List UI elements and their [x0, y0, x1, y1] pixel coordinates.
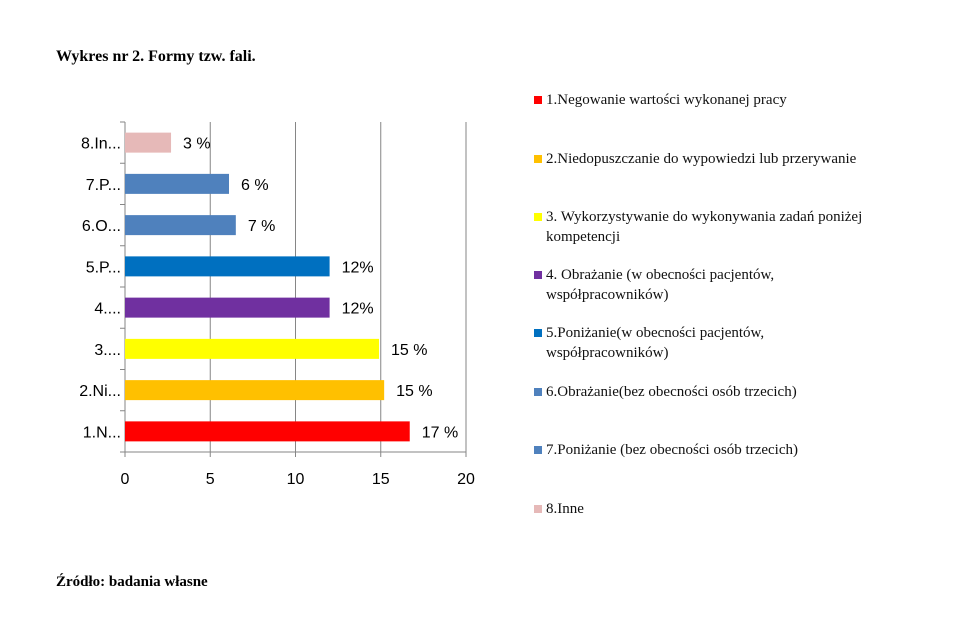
- data-label: 12%: [342, 301, 374, 318]
- data-label: 7 %: [248, 218, 276, 235]
- legend-swatch: [534, 271, 542, 279]
- bar: [125, 173, 230, 194]
- legend-swatch: [534, 213, 542, 221]
- bar-chart: 0 5 10 15 20 1.N... 17 % 2.Ni... 15 % 3.... 15 % 4.…: [79, 121, 475, 488]
- data-label: 15 %: [396, 383, 432, 400]
- legend-label: 1.Negowanie wartości wykonanej pracy: [546, 92, 787, 108]
- legend-label: 7.Poniżanie (bez obecności osób trzecich…: [546, 442, 798, 458]
- category-label: 6.O...: [82, 218, 121, 235]
- legend-label: 6.Obrażanie(bez obecności osób trzecich): [546, 384, 797, 400]
- x-tick-label: 20: [457, 471, 475, 488]
- x-tick-label: 10: [287, 471, 305, 488]
- data-label: 6 %: [241, 177, 269, 194]
- bar: [125, 338, 380, 359]
- category-label: 3....: [94, 342, 121, 359]
- legend-label: 8.Inne: [546, 501, 584, 517]
- x-tick-label: 15: [372, 471, 390, 488]
- bar: [125, 256, 330, 277]
- legend-label: 3. Wykorzystywanie do wykonywania zadań …: [546, 209, 863, 245]
- category-label: 7.P...: [86, 177, 121, 194]
- legend-label: 5.Poniżanie(w obecności pacjentów, współ…: [546, 325, 765, 361]
- chart-title: Wykres nr 2. Formy tzw. fali.: [56, 48, 256, 65]
- legend-label: 4. Obrażanie (w obecności pacjentów, wsp…: [546, 267, 775, 303]
- category-label: 4....: [94, 301, 121, 318]
- legend-swatch: [534, 329, 542, 337]
- legend-swatch: [534, 505, 542, 513]
- data-label: 3 %: [183, 136, 211, 153]
- x-tick-label: 5: [206, 471, 215, 488]
- bar: [125, 132, 172, 153]
- category-label: 2.Ni...: [79, 383, 121, 400]
- data-label: 12%: [342, 259, 374, 276]
- legend-swatch: [534, 446, 542, 454]
- bar: [125, 297, 330, 318]
- category-label: 8.In...: [81, 136, 121, 153]
- bar: [125, 380, 385, 401]
- source-note: Źródło: badania własne: [56, 574, 208, 590]
- bar: [125, 421, 410, 442]
- legend-swatch: [534, 96, 542, 104]
- x-tick-label: 0: [121, 471, 130, 488]
- legend-label: 2.Niedopuszczanie do wypowiedzi lub prze…: [546, 151, 857, 167]
- category-label: 1.N...: [83, 424, 121, 441]
- legend-swatch: [534, 388, 542, 396]
- data-label: 15 %: [391, 342, 427, 359]
- data-label: 17 %: [422, 424, 458, 441]
- legend-swatch: [534, 155, 542, 163]
- category-label: 5.P...: [86, 259, 121, 276]
- bar: [125, 215, 236, 236]
